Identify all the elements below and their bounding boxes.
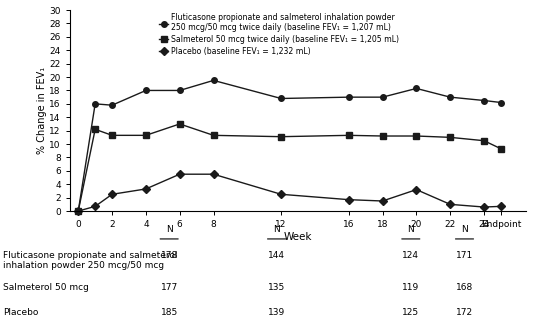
Text: 119: 119: [402, 283, 419, 292]
Text: 124: 124: [402, 251, 419, 260]
Text: 177: 177: [161, 283, 178, 292]
Text: 125: 125: [402, 308, 419, 317]
Text: 178: 178: [161, 251, 178, 260]
X-axis label: Week: Week: [284, 232, 313, 242]
Text: Salmeterol 50 mcg: Salmeterol 50 mcg: [3, 283, 89, 292]
Text: 168: 168: [456, 283, 473, 292]
Legend: Fluticasone propionate and salmeterol inhalation powder
250 mcg/50 mcg twice dai: Fluticasone propionate and salmeterol in…: [156, 10, 403, 59]
Text: 139: 139: [268, 308, 285, 317]
Text: N: N: [461, 225, 468, 234]
Text: 144: 144: [268, 251, 285, 260]
Text: 185: 185: [161, 308, 178, 317]
Y-axis label: % Change in FEV₁: % Change in FEV₁: [37, 67, 47, 154]
Text: 135: 135: [268, 283, 285, 292]
Text: 171: 171: [456, 251, 473, 260]
Text: Placebo: Placebo: [3, 308, 38, 317]
Text: 172: 172: [456, 308, 473, 317]
Text: N: N: [273, 225, 280, 234]
Text: N: N: [166, 225, 172, 234]
Text: Fluticasone propionate and salmeterol
inhalation powder 250 mcg/50 mcg: Fluticasone propionate and salmeterol in…: [3, 251, 177, 270]
Text: N: N: [408, 225, 414, 234]
